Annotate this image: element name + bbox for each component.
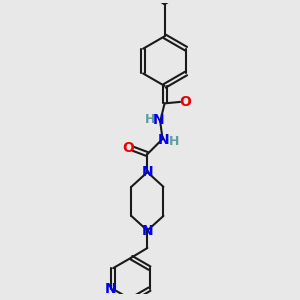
Text: N: N: [142, 224, 153, 238]
Text: O: O: [122, 141, 134, 155]
Text: N: N: [142, 165, 153, 179]
Text: N: N: [153, 113, 165, 127]
Text: N: N: [157, 133, 169, 146]
Text: H: H: [169, 135, 179, 148]
Text: N: N: [105, 282, 117, 296]
Text: H: H: [145, 112, 155, 126]
Text: O: O: [179, 95, 191, 109]
